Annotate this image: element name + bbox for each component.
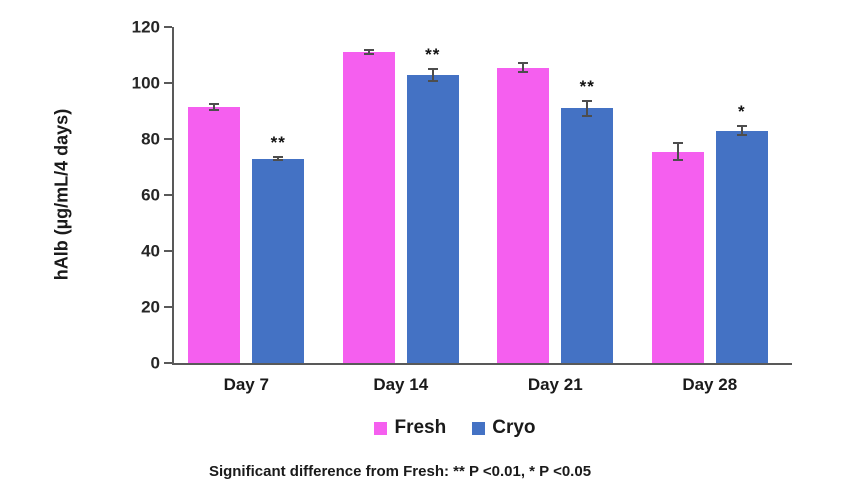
- significance-marker-cryo-day-28: *: [737, 102, 746, 121]
- x-category-label-day-7: Day 7: [223, 375, 269, 394]
- y-tick-label-80: 80: [141, 129, 160, 149]
- bar-cryo-day-21: [561, 108, 614, 363]
- significance-marker-cryo-day-7: **: [270, 132, 286, 152]
- y-tick-mark-60: [164, 194, 172, 196]
- y-tick-mark-120: [164, 26, 172, 28]
- legend-swatch-fresh: [374, 421, 388, 435]
- error-bar-cryo-day-28: [736, 125, 747, 137]
- legend-label-fresh: Fresh: [394, 417, 447, 438]
- error-bar-fresh-day-14: [363, 49, 374, 55]
- bar-cryo-day-28: [715, 130, 768, 363]
- error-bar-cryo-day-21: [582, 99, 593, 117]
- error-bar-fresh-day-28: [672, 141, 683, 162]
- y-tick-mark-100: [164, 82, 172, 84]
- y-tick-label-0: 0: [150, 353, 160, 373]
- bar-cryo-day-14: [406, 74, 459, 363]
- legend-swatch-cryo: [472, 421, 486, 435]
- error-bar-cryo-day-7: [273, 155, 284, 162]
- legend-label-cryo: Cryo: [492, 417, 536, 438]
- legend-item-fresh: Fresh: [374, 417, 446, 439]
- caption-text: Significant difference from Fresh: ** P …: [208, 463, 592, 480]
- y-tick-label-40: 40: [141, 241, 160, 261]
- x-category-label-day-21: Day 21: [527, 375, 583, 394]
- error-bar-fresh-day-7: [209, 102, 220, 111]
- bar-fresh-day-14: [342, 52, 395, 363]
- error-bar-cryo-day-14: [427, 67, 438, 82]
- y-tick-mark-40: [164, 250, 172, 252]
- y-tick-label-60: 60: [141, 185, 160, 205]
- x-category-label-day-14: Day 14: [373, 375, 429, 394]
- chart-legend: Fresh Cryo: [0, 417, 856, 439]
- bar-cryo-day-7: [252, 158, 305, 363]
- y-tick-mark-20: [164, 306, 172, 308]
- error-bar-fresh-day-21: [518, 62, 529, 74]
- y-tick-mark-80: [164, 138, 172, 140]
- y-tick-label-120: 120: [131, 17, 160, 37]
- plot-area: 0 20 40 60 80 100 120 ** Day 7 ** Day 14 ** Day 21 * D…: [132, 19, 792, 394]
- legend-item-cryo: Cryo: [472, 417, 536, 439]
- bar-fresh-day-7: [188, 106, 241, 363]
- significance-marker-cryo-day-21: **: [579, 76, 595, 96]
- significance-marker-cryo-day-14: **: [425, 44, 441, 64]
- y-tick-label-20: 20: [141, 297, 160, 317]
- y-axis-title-text: hAlb (µg/mL/4 days): [51, 108, 72, 281]
- y-tick-mark-0: [164, 362, 172, 364]
- x-category-label-day-28: Day 28: [682, 375, 738, 394]
- bar-fresh-day-28: [651, 151, 704, 363]
- y-tick-label-100: 100: [131, 73, 160, 93]
- bar-fresh-day-21: [497, 67, 550, 363]
